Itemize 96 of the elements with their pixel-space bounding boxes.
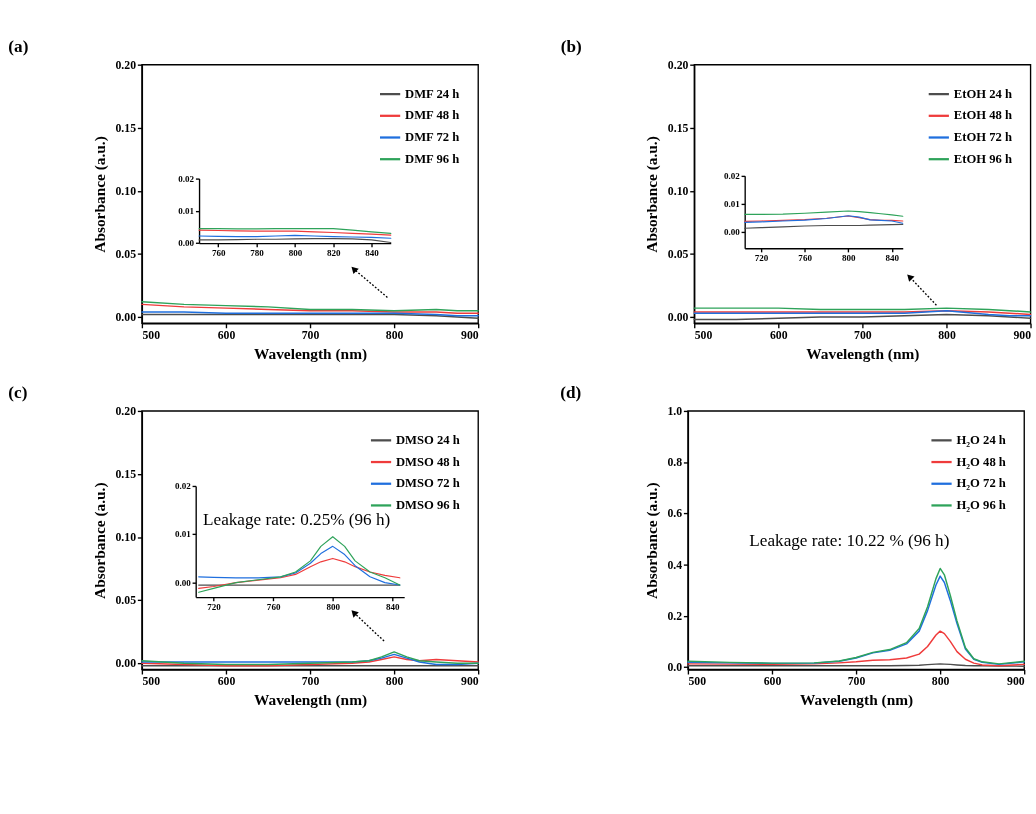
y-tick-label: 0.20 (115, 405, 137, 419)
chart-title: (a) (8, 37, 29, 57)
x-tick-label: 800 (841, 253, 856, 264)
x-tick-label: 800 (288, 248, 303, 259)
annotation: Leakage rate: 0.25% (96 h) (203, 509, 391, 529)
y-tick-label: 0.00 (667, 311, 689, 325)
y-axis-title: Absorbance (a.u.) (642, 136, 661, 253)
x-tick-label: 500 (142, 329, 161, 343)
legend-label: EtOH 24 h (953, 86, 1013, 101)
legend-label: DMF 48 h (405, 108, 460, 123)
x-tick-label: 840 (365, 248, 380, 259)
y-tick-label: 0.05 (115, 247, 137, 261)
x-tick-label: 800 (326, 602, 341, 613)
x-axis-title: Wavelength (nm) (806, 344, 920, 363)
x-tick-label: 500 (694, 329, 713, 343)
y-tick-label: 0.15 (667, 121, 689, 135)
x-tick-label: 700 (847, 675, 866, 689)
x-tick-label: 600 (217, 675, 236, 689)
legend-label: DMSO 24 h (395, 432, 460, 447)
legend-label: EtOH 72 h (953, 130, 1013, 145)
y-axis-title: Absorbance (a.u.) (642, 482, 661, 599)
line-series (198, 536, 401, 593)
y-tick-label: 0.05 (667, 247, 689, 261)
legend-label: DMSO 48 h (395, 454, 460, 469)
x-tick-label: 900 (1007, 675, 1025, 689)
y-tick-label: 0.00 (723, 226, 741, 237)
legend-label: H₂O 24 h (956, 432, 1006, 447)
legend-label: H₂O 72 h (956, 476, 1006, 491)
x-tick-label: 720 (754, 253, 769, 264)
y-tick-label: 0.2 (667, 609, 683, 623)
y-tick-label: 0.01 (723, 198, 741, 209)
line-series (687, 630, 1025, 667)
y-tick-label: 0.20 (667, 58, 689, 72)
x-tick-label: 900 (461, 329, 479, 343)
annotation: Leakage rate: 10.22 % (96 h) (749, 530, 950, 550)
y-tick-label: 0.02 (723, 171, 741, 182)
x-tick-label: 700 (301, 329, 320, 343)
y-tick-label: 0.4 (667, 558, 683, 572)
y-axis-title: Absorbance (a.u.) (90, 482, 109, 599)
x-tick-label: 760 (798, 253, 813, 264)
chart-title: (d) (560, 383, 582, 403)
legend-label: H₂O 48 h (956, 454, 1006, 469)
y-tick-label: 0.8 (667, 456, 683, 470)
y-tick-label: 0.10 (667, 184, 689, 198)
legend-label: EtOH 96 h (953, 151, 1013, 166)
x-tick-label: 500 (142, 675, 161, 689)
y-tick-label: 0.00 (178, 238, 195, 249)
y-tick-label: 0.6 (667, 507, 683, 521)
legend-label: DMF 96 h (405, 151, 460, 166)
x-tick-label: 760 (266, 602, 281, 613)
x-axis-title: Wavelength (nm) (800, 691, 914, 710)
x-tick-label: 780 (250, 248, 265, 259)
y-tick-label: 0.01 (178, 205, 195, 216)
y-tick-label: 0.15 (115, 468, 137, 482)
chart-title: (c) (8, 383, 28, 403)
y-tick-label: 0.0 (667, 661, 683, 675)
y-tick-label: 0.15 (115, 121, 137, 135)
x-tick-label: 900 (461, 675, 479, 689)
x-tick-label: 900 (1013, 329, 1032, 343)
legend-label: H₂O 96 h (956, 498, 1006, 513)
legend-label: DMF 24 h (405, 86, 460, 101)
x-tick-label: 800 (385, 329, 404, 343)
y-tick-label: 1.0 (667, 405, 683, 419)
legend-label: EtOH 48 h (953, 108, 1013, 123)
y-tick-label: 0.00 (174, 577, 192, 588)
y-tick-label: 0.02 (174, 481, 192, 492)
x-tick-label: 800 (931, 675, 950, 689)
y-axis-title: Absorbance (a.u.) (90, 136, 109, 253)
y-tick-label: 0.00 (115, 657, 137, 671)
x-tick-label: 600 (770, 329, 788, 343)
y-tick-label: 0.10 (115, 531, 137, 545)
y-tick-label: 0.10 (115, 184, 137, 198)
y-tick-label: 0.20 (115, 58, 137, 72)
x-axis-title: Wavelength (nm) (254, 344, 368, 363)
x-tick-label: 700 (854, 329, 872, 343)
y-tick-label: 0.02 (178, 173, 195, 184)
x-tick-label: 800 (938, 329, 956, 343)
x-tick-label: 600 (763, 675, 782, 689)
x-axis-title: Wavelength (nm) (254, 691, 368, 710)
x-tick-label: 500 (688, 675, 707, 689)
y-tick-label: 0.01 (174, 529, 192, 540)
x-tick-label: 800 (385, 675, 404, 689)
chart-title: (b) (560, 37, 582, 57)
y-tick-label: 0.00 (115, 311, 137, 325)
legend-label: DMF 72 h (405, 130, 460, 145)
x-tick-label: 700 (301, 675, 320, 689)
x-tick-label: 760 (211, 248, 226, 259)
x-tick-label: 720 (207, 602, 222, 613)
legend-label: DMSO 96 h (395, 498, 460, 513)
x-tick-label: 820 (326, 248, 341, 259)
line-series (198, 557, 401, 590)
x-tick-label: 840 (386, 602, 401, 613)
x-tick-label: 600 (217, 329, 236, 343)
x-tick-label: 840 (885, 253, 900, 264)
y-tick-label: 0.05 (115, 594, 137, 608)
legend-label: DMSO 72 h (395, 476, 460, 491)
